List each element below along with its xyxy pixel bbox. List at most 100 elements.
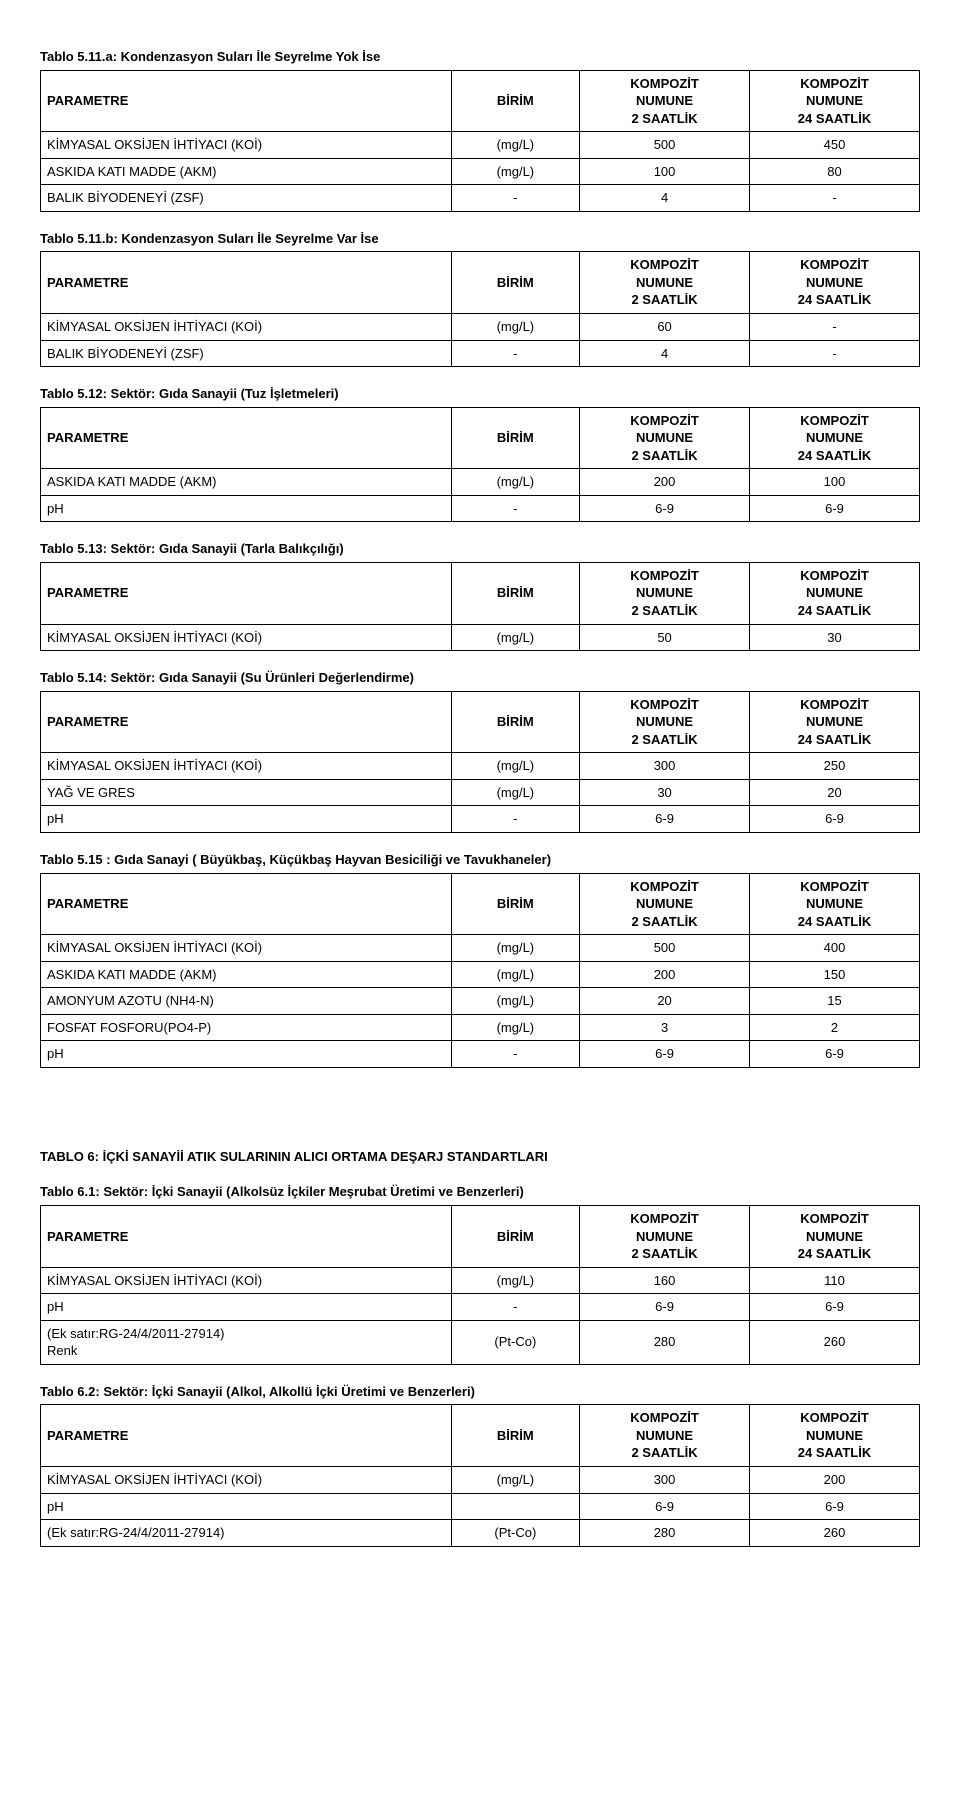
col-2saatlik: KOMPOZİTNUMUNE2 SAATLİK xyxy=(580,1405,750,1467)
table-title: Tablo 5.12: Sektör: Gıda Sanayii (Tuz İş… xyxy=(40,385,920,403)
table-row: pH-6-96-9 xyxy=(41,495,920,522)
cell-unit: (mg/L) xyxy=(451,624,579,651)
cell-2h: 6-9 xyxy=(580,806,750,833)
table-title: Tablo 6.1: Sektör: İçki Sanayii (Alkolsü… xyxy=(40,1183,920,1201)
data-table: PARAMETREBİRİMKOMPOZİTNUMUNE2 SAATLİKKOM… xyxy=(40,1404,920,1546)
col-2saatlik: KOMPOZİTNUMUNE2 SAATLİK xyxy=(580,691,750,753)
cell-24h: 30 xyxy=(750,624,920,651)
col-birim: BİRİM xyxy=(451,873,579,935)
cell-2h: 100 xyxy=(580,158,750,185)
cell-unit: (Pt-Co) xyxy=(451,1320,579,1364)
table-row: FOSFAT FOSFORU(PO4-P)(mg/L)32 xyxy=(41,1014,920,1041)
cell-24h: 80 xyxy=(750,158,920,185)
data-table: PARAMETREBİRİMKOMPOZİTNUMUNE2 SAATLİKKOM… xyxy=(40,251,920,367)
table-row: KİMYASAL OKSİJEN İHTİYACI (KOİ)(mg/L)503… xyxy=(41,624,920,651)
table-row: (Ek satır:RG-24/4/2011-27914)(Pt-Co)2802… xyxy=(41,1520,920,1547)
cell-24h: 260 xyxy=(750,1520,920,1547)
cell-param: pH xyxy=(41,1294,452,1321)
cell-unit: - xyxy=(451,1294,579,1321)
cell-unit: (mg/L) xyxy=(451,1466,579,1493)
cell-2h: 20 xyxy=(580,988,750,1015)
cell-unit: (mg/L) xyxy=(451,753,579,780)
table-row: pH6-96-9 xyxy=(41,1493,920,1520)
col-parametre: PARAMETRE xyxy=(41,1405,452,1467)
col-birim: BİRİM xyxy=(451,1405,579,1467)
col-2saatlik: KOMPOZİTNUMUNE2 SAATLİK xyxy=(580,873,750,935)
table-row: YAĞ VE GRES(mg/L)3020 xyxy=(41,779,920,806)
cell-param: KİMYASAL OKSİJEN İHTİYACI (KOİ) xyxy=(41,1466,452,1493)
col-2saatlik: KOMPOZİTNUMUNE2 SAATLİK xyxy=(580,407,750,469)
cell-unit: (Pt-Co) xyxy=(451,1520,579,1547)
col-birim: BİRİM xyxy=(451,252,579,314)
table-title: Tablo 5.14: Sektör: Gıda Sanayii (Su Ürü… xyxy=(40,669,920,687)
tables-container: Tablo 5.11.a: Kondenzasyon Suları İle Se… xyxy=(40,48,920,1068)
col-24saatlik: KOMPOZİTNUMUNE24 SAATLİK xyxy=(750,1205,920,1267)
cell-2h: 280 xyxy=(580,1320,750,1364)
cell-24h: 100 xyxy=(750,469,920,496)
table-row: (Ek satır:RG-24/4/2011-27914)Renk(Pt-Co)… xyxy=(41,1320,920,1364)
cell-2h: 3 xyxy=(580,1014,750,1041)
cell-param: KİMYASAL OKSİJEN İHTİYACI (KOİ) xyxy=(41,935,452,962)
cell-2h: 500 xyxy=(580,132,750,159)
cell-2h: 50 xyxy=(580,624,750,651)
cell-unit: (mg/L) xyxy=(451,961,579,988)
cell-24h: 260 xyxy=(750,1320,920,1364)
table-row: KİMYASAL OKSİJEN İHTİYACI (KOİ)(mg/L)500… xyxy=(41,132,920,159)
col-parametre: PARAMETRE xyxy=(41,562,452,624)
cell-param: YAĞ VE GRES xyxy=(41,779,452,806)
table-row: pH-6-96-9 xyxy=(41,806,920,833)
cell-2h: 6-9 xyxy=(580,1493,750,1520)
table-row: KİMYASAL OKSİJEN İHTİYACI (KOİ)(mg/L)300… xyxy=(41,753,920,780)
section6-tables-container: Tablo 6.1: Sektör: İçki Sanayii (Alkolsü… xyxy=(40,1183,920,1546)
cell-24h: - xyxy=(750,185,920,212)
col-parametre: PARAMETRE xyxy=(41,691,452,753)
table-row: ASKIDA KATI MADDE (AKM)(mg/L)200100 xyxy=(41,469,920,496)
cell-24h: 400 xyxy=(750,935,920,962)
cell-2h: 160 xyxy=(580,1267,750,1294)
cell-2h: 60 xyxy=(580,314,750,341)
cell-2h: 6-9 xyxy=(580,1294,750,1321)
col-24saatlik: KOMPOZİTNUMUNE24 SAATLİK xyxy=(750,252,920,314)
cell-24h: 200 xyxy=(750,1466,920,1493)
cell-24h: 6-9 xyxy=(750,1294,920,1321)
table-row: BALIK BİYODENEYİ (ZSF)-4- xyxy=(41,340,920,367)
table-row: ASKIDA KATI MADDE (AKM)(mg/L)10080 xyxy=(41,158,920,185)
cell-24h: - xyxy=(750,314,920,341)
section6-heading: TABLO 6: İÇKİ SANAYİİ ATIK SULARININ ALI… xyxy=(40,1148,920,1166)
col-parametre: PARAMETRE xyxy=(41,873,452,935)
cell-param: BALIK BİYODENEYİ (ZSF) xyxy=(41,340,452,367)
cell-param: pH xyxy=(41,1493,452,1520)
col-parametre: PARAMETRE xyxy=(41,70,452,132)
cell-unit: (mg/L) xyxy=(451,158,579,185)
col-24saatlik: KOMPOZİTNUMUNE24 SAATLİK xyxy=(750,873,920,935)
cell-unit xyxy=(451,1493,579,1520)
table-row: KİMYASAL OKSİJEN İHTİYACI (KOİ)(mg/L)500… xyxy=(41,935,920,962)
cell-param: ASKIDA KATI MADDE (AKM) xyxy=(41,469,452,496)
cell-2h: 500 xyxy=(580,935,750,962)
col-birim: BİRİM xyxy=(451,562,579,624)
table-row: BALIK BİYODENEYİ (ZSF)-4- xyxy=(41,185,920,212)
cell-unit: - xyxy=(451,340,579,367)
col-birim: BİRİM xyxy=(451,70,579,132)
col-24saatlik: KOMPOZİTNUMUNE24 SAATLİK xyxy=(750,691,920,753)
data-table: PARAMETREBİRİMKOMPOZİTNUMUNE2 SAATLİKKOM… xyxy=(40,1205,920,1365)
col-birim: BİRİM xyxy=(451,1205,579,1267)
cell-2h: 200 xyxy=(580,961,750,988)
cell-2h: 300 xyxy=(580,753,750,780)
cell-unit: (mg/L) xyxy=(451,469,579,496)
table-title: Tablo 5.11.b: Kondenzasyon Suları İle Se… xyxy=(40,230,920,248)
col-24saatlik: KOMPOZİTNUMUNE24 SAATLİK xyxy=(750,70,920,132)
cell-2h: 30 xyxy=(580,779,750,806)
cell-2h: 4 xyxy=(580,185,750,212)
cell-24h: - xyxy=(750,340,920,367)
cell-24h: 150 xyxy=(750,961,920,988)
cell-unit: - xyxy=(451,185,579,212)
col-parametre: PARAMETRE xyxy=(41,1205,452,1267)
cell-unit: - xyxy=(451,1041,579,1068)
cell-2h: 4 xyxy=(580,340,750,367)
cell-unit: (mg/L) xyxy=(451,988,579,1015)
table-row: pH-6-96-9 xyxy=(41,1041,920,1068)
cell-param: KİMYASAL OKSİJEN İHTİYACI (KOİ) xyxy=(41,624,452,651)
table-title: Tablo 6.2: Sektör: İçki Sanayii (Alkol, … xyxy=(40,1383,920,1401)
table-title: Tablo 5.15 : Gıda Sanayi ( Büyükbaş, Küç… xyxy=(40,851,920,869)
